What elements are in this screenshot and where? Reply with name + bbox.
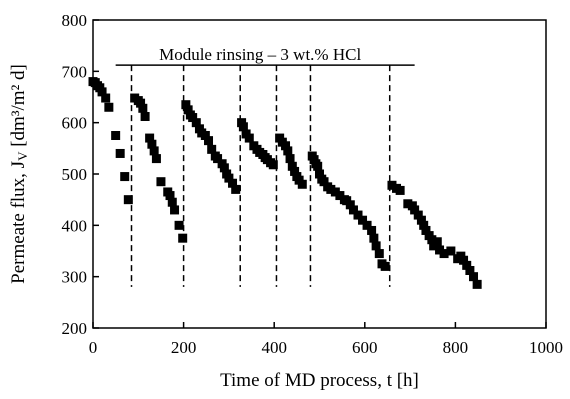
data-point — [419, 220, 429, 230]
data-point — [290, 166, 300, 176]
data-point — [285, 154, 295, 164]
data-point — [387, 180, 397, 190]
data-point — [459, 255, 469, 265]
data-point — [335, 191, 345, 201]
data-point — [268, 160, 278, 170]
x-tick-label: 400 — [261, 338, 287, 357]
y-tick-label: 500 — [62, 165, 88, 184]
data-point — [165, 191, 175, 201]
data-point — [462, 260, 472, 270]
data-point — [138, 103, 148, 113]
data-point — [151, 154, 161, 164]
y-tick-label: 400 — [62, 216, 88, 235]
data-point — [167, 197, 177, 207]
data-point — [421, 225, 431, 235]
data-point — [188, 113, 198, 123]
data-point — [219, 163, 229, 173]
x-tick-label: 600 — [352, 338, 378, 357]
y-tick-label: 800 — [62, 11, 88, 30]
data-point — [281, 141, 291, 151]
data-point — [178, 233, 188, 243]
data-points — [88, 77, 482, 289]
data-point — [231, 184, 241, 194]
data-point — [358, 215, 368, 225]
rinse-lines — [130, 65, 391, 287]
annotation-label: Module rinsing – 3 wt.% HCl — [159, 45, 361, 64]
y-axis-label-main: Permeate flux, J — [8, 161, 29, 284]
data-point — [104, 102, 114, 112]
y-tick-label: 200 — [62, 319, 88, 338]
data-point — [238, 122, 248, 132]
data-point — [371, 241, 381, 251]
y-axis-label-sub: V — [15, 151, 30, 161]
x-tick-label: 1000 — [529, 338, 563, 357]
data-point — [353, 210, 363, 220]
data-point — [369, 233, 379, 243]
data-point — [204, 136, 214, 146]
data-point — [297, 179, 307, 189]
data-point — [283, 146, 293, 156]
x-tick-label: 200 — [171, 338, 197, 357]
data-point — [111, 131, 121, 140]
data-point — [174, 220, 184, 230]
data-point — [410, 205, 420, 215]
data-point — [200, 131, 210, 140]
y-axis-label-unit: [dm³/m² d] — [8, 64, 29, 151]
data-point — [395, 185, 405, 195]
y-tick-label: 600 — [62, 114, 88, 133]
data-point — [374, 249, 384, 259]
data-point — [367, 225, 377, 235]
x-axis-label: Time of MD process, t [h] — [220, 370, 419, 391]
data-point — [469, 272, 479, 282]
data-point — [140, 112, 150, 122]
data-point — [120, 172, 130, 182]
data-point — [123, 195, 133, 205]
data-point — [115, 148, 125, 158]
data-point — [319, 177, 329, 187]
y-tick-label: 300 — [62, 268, 88, 287]
data-point — [427, 235, 437, 245]
data-point — [101, 93, 111, 103]
data-point — [313, 161, 323, 171]
data-point — [224, 173, 234, 183]
data-point — [439, 249, 449, 259]
data-point — [183, 105, 193, 115]
data-point — [345, 200, 355, 210]
x-tick-label: 800 — [443, 338, 469, 357]
data-point — [435, 245, 445, 255]
data-point — [145, 133, 155, 143]
data-point — [432, 237, 442, 247]
data-point — [330, 187, 340, 197]
data-point — [149, 146, 159, 156]
data-point — [287, 161, 297, 171]
y-tick-label: 700 — [62, 62, 88, 81]
data-point — [326, 184, 336, 194]
data-point — [403, 199, 413, 209]
data-point — [244, 133, 254, 143]
data-point — [416, 215, 426, 225]
data-point — [413, 210, 423, 220]
y-axis-label: Permeate flux, JV [dm³/m² d] — [8, 64, 30, 284]
x-tick-label: 0 — [89, 338, 98, 357]
axis-ticks — [92, 19, 547, 329]
data-point — [97, 87, 107, 97]
data-point — [380, 261, 390, 271]
data-point — [446, 246, 456, 256]
data-point — [191, 118, 201, 128]
data-point — [315, 169, 324, 179]
data-point — [465, 266, 475, 276]
data-point — [362, 220, 372, 230]
data-point — [136, 98, 146, 108]
data-point — [170, 205, 180, 215]
data-point — [181, 100, 191, 110]
data-point — [228, 178, 238, 188]
data-point — [156, 177, 166, 187]
data-point — [348, 205, 358, 215]
data-point — [147, 139, 157, 149]
data-point — [207, 144, 217, 154]
data-point — [213, 154, 223, 164]
data-point — [472, 279, 482, 289]
